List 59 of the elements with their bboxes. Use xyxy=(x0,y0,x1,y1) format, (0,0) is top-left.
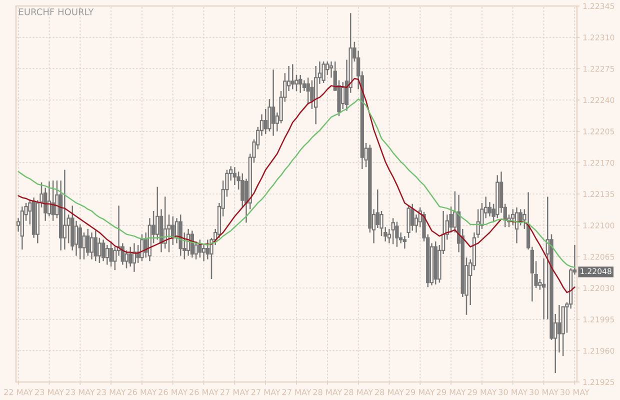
x-tick-label: 23 MAY xyxy=(35,389,64,396)
candlestick xyxy=(98,237,102,264)
candlestick xyxy=(94,230,98,262)
candlestick xyxy=(206,239,210,260)
x-tick-label: 29 MAY xyxy=(436,389,466,396)
x-tick-label: 27 MAY xyxy=(251,389,280,396)
x-tick-label: 30 MAY xyxy=(530,389,559,396)
x-tick-label: 29 MAY xyxy=(406,389,435,396)
x-tick-label: 30 MAY xyxy=(498,389,528,396)
candlestick xyxy=(271,68,276,136)
x-tick-label: 26 MAY xyxy=(158,389,188,396)
candlestick xyxy=(74,220,78,256)
candlestick xyxy=(232,166,237,186)
candlestick xyxy=(402,235,407,250)
candlestick xyxy=(395,221,399,248)
candlestick xyxy=(101,239,106,262)
x-tick-label: 28 MAY xyxy=(344,389,374,396)
line-series xyxy=(18,98,576,268)
x-tick-label: 27 MAY xyxy=(220,389,250,396)
candlestick xyxy=(322,60,326,84)
x-tick-label: 23 MAY xyxy=(96,389,126,396)
candlestick xyxy=(310,80,314,110)
candlestick xyxy=(298,74,302,94)
candlestick xyxy=(518,208,522,226)
candlestick xyxy=(90,232,94,260)
candlestick xyxy=(124,250,128,269)
candlestick xyxy=(264,108,268,135)
x-tick-label: 26 MAY xyxy=(128,389,157,396)
x-tick-label: 26 MAY xyxy=(190,389,219,396)
candlestick xyxy=(557,304,562,354)
candlestick xyxy=(202,244,206,262)
candlestick xyxy=(341,81,345,110)
x-tick-label: 28 MAY xyxy=(375,389,404,396)
candlestick xyxy=(78,224,82,260)
candlestick xyxy=(82,232,86,260)
chart-title: EURCHF HOURLY xyxy=(19,8,94,16)
candlestick xyxy=(290,64,294,90)
candlestick xyxy=(391,218,395,245)
x-tick-label: 23 MAY xyxy=(66,389,95,396)
candlestick xyxy=(132,242,136,273)
x-tick-label: 27 MAY xyxy=(282,389,312,396)
candlestick xyxy=(140,234,144,262)
candlestick xyxy=(109,240,113,268)
candlestick xyxy=(128,246,132,268)
x-tick-label: 30 MAY xyxy=(560,389,590,396)
candlestick xyxy=(410,203,414,232)
candlestick xyxy=(488,201,492,218)
x-tick-label: 28 MAY xyxy=(313,389,342,396)
candlestick xyxy=(105,244,110,266)
candlestick xyxy=(514,206,519,244)
x-tick-label: 29 MAY xyxy=(468,389,497,396)
candlestick xyxy=(86,228,90,256)
x-tick-label: 22 MAY xyxy=(4,389,34,396)
candlestick xyxy=(306,76,310,106)
candlestick xyxy=(156,186,160,240)
candlestick xyxy=(198,239,202,258)
candlestick xyxy=(47,180,52,218)
candlestick xyxy=(511,208,515,226)
candlestick xyxy=(62,169,67,250)
